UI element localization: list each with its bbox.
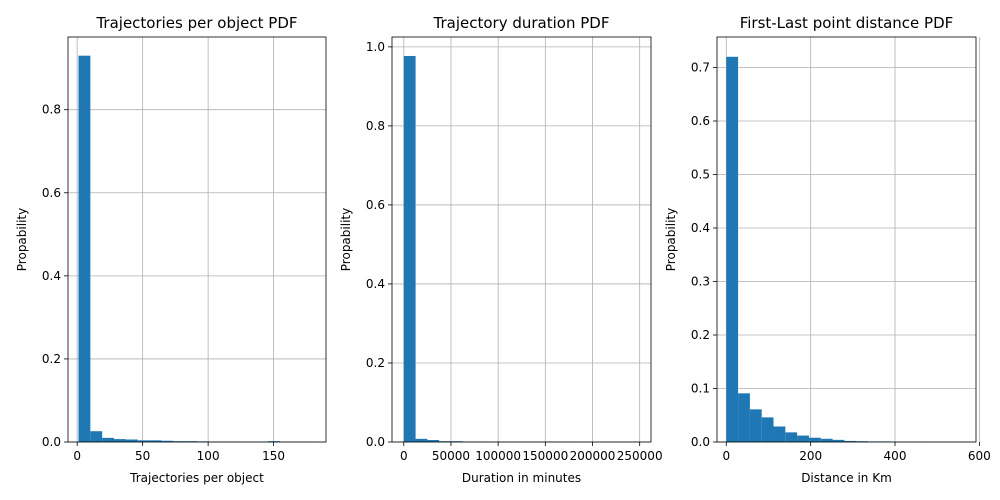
chart-title: First-Last point distance PDF — [740, 14, 954, 32]
histogram-bar — [78, 55, 91, 442]
axes-frame — [391, 36, 652, 443]
y-tick-label: 0.3 — [691, 274, 710, 288]
x-tick-label: 150 — [262, 449, 285, 463]
chart-title: Trajectories per object PDF — [95, 14, 297, 32]
y-tick-label: 0.8 — [42, 103, 61, 117]
y-tick-label: 1.0 — [366, 40, 385, 54]
y-tick-label: 0.5 — [691, 167, 710, 181]
x-tick-label: 50 — [135, 449, 150, 463]
panel-trajectories-per-object: 0 50 100 150 0.0 0.2 0.4 0.6 0.8 Trajectories per… — [15, 14, 327, 485]
histogram-bar — [173, 441, 186, 442]
y-tick-label: 0.2 — [42, 352, 61, 366]
y-tick-label: 0.4 — [691, 221, 710, 235]
histogram-bar — [820, 438, 833, 442]
x-tick-label: 150000 — [522, 449, 568, 463]
histogram-bar — [403, 55, 416, 443]
y-tick-label: 0.4 — [42, 269, 61, 283]
y-axis-label: Propability — [339, 208, 353, 271]
y-tick-label: 0.4 — [366, 277, 385, 291]
y-tick-label: 0.6 — [42, 186, 61, 200]
x-axis-label: Distance in Km — [801, 471, 892, 485]
x-tick-label: 400 — [884, 449, 907, 463]
histogram-bar — [125, 439, 138, 442]
histogram-bar — [726, 56, 739, 442]
y-axis-label: Propability — [15, 208, 29, 271]
histogram-bar — [102, 437, 115, 442]
y-tick-label: 0.8 — [366, 119, 385, 133]
x-tick-label: 100 — [197, 449, 220, 463]
histogram-bar — [90, 431, 103, 442]
x-tick-label: 50000 — [432, 449, 470, 463]
y-tick-label: 0.7 — [691, 60, 710, 74]
panel-trajectory-duration: 0 50000 100000 150000 200000 250000 0.0 0.2 0.4 0… — [339, 14, 663, 485]
histogram-bar — [161, 440, 174, 442]
histogram-bar — [749, 409, 762, 442]
panel-first-last-distance: 0 200 400 600 0.0 0.1 0.2 0.3 0.4 0.5 0.6 0.7 First-… — [664, 14, 991, 485]
x-tick-label: 0 — [722, 449, 730, 463]
histogram-bar — [761, 417, 774, 442]
histogram-bar — [185, 441, 197, 442]
y-tick-label: 0.0 — [42, 435, 61, 449]
histogram-bar — [832, 439, 845, 442]
histogram-bar — [797, 435, 809, 442]
histogram-bar — [808, 437, 821, 442]
histogram-bar — [844, 440, 857, 442]
x-tick-label: 100000 — [475, 449, 521, 463]
histogram-bar — [415, 438, 428, 442]
x-tick-label: 600 — [968, 449, 991, 463]
y-tick-label: 0.2 — [366, 356, 385, 370]
histogram-bar — [785, 432, 798, 442]
y-axis-label: Propability — [664, 208, 678, 271]
histogram-bar — [773, 426, 786, 442]
x-axis-label: Trajectories per object — [129, 471, 264, 485]
histogram-bar — [137, 440, 150, 442]
histogram-bar — [114, 439, 126, 442]
x-tick-label: 0 — [400, 449, 408, 463]
histogram-bar — [268, 441, 280, 442]
y-tick-label: 0.6 — [691, 114, 710, 128]
x-tick-label: 0 — [73, 449, 81, 463]
x-axis-label: Duration in minutes — [462, 471, 581, 485]
x-tick-label: 200000 — [570, 449, 616, 463]
y-tick-label: 0.0 — [691, 435, 710, 449]
histogram-bar — [149, 440, 162, 442]
y-tick-label: 0.0 — [366, 435, 385, 449]
y-tick-label: 0.2 — [691, 328, 710, 342]
histogram-bar — [856, 441, 869, 442]
histogram-bar — [738, 393, 750, 442]
y-tick-label: 0.6 — [366, 198, 385, 212]
chart-title: Trajectory duration PDF — [433, 14, 610, 32]
histogram-bar — [427, 440, 440, 442]
x-tick-label: 200 — [799, 449, 822, 463]
axes-frame — [716, 36, 977, 443]
axes-frame — [67, 36, 327, 443]
y-tick-label: 0.1 — [691, 381, 710, 395]
x-tick-label: 250000 — [617, 449, 663, 463]
